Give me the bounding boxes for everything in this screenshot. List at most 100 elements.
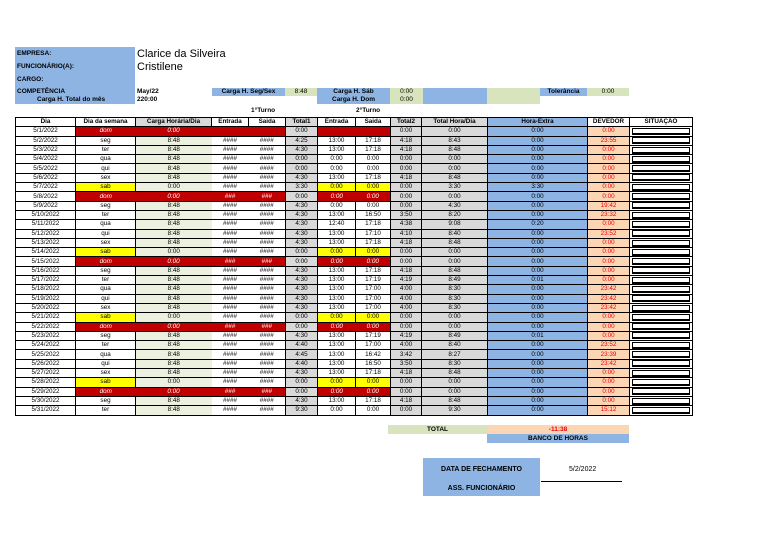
situacao-input[interactable] [632, 155, 690, 163]
situacao-input[interactable] [632, 304, 690, 312]
cell: 0:00 [487, 228, 588, 239]
cell: #### [248, 275, 286, 286]
cell: 4:18 [390, 367, 422, 379]
cell: 5/10/2022 [15, 209, 76, 221]
cell: #### [248, 302, 286, 314]
cell: 5/20/2022 [15, 302, 76, 314]
situacao-input[interactable] [632, 341, 690, 349]
cell: 5/14/2022 [15, 247, 76, 258]
situacao-input[interactable] [632, 248, 690, 256]
cell: 0:00 [487, 126, 588, 137]
situacao-input[interactable] [632, 258, 690, 266]
cell [211, 126, 249, 137]
cell: 8:20 [421, 209, 488, 221]
cell: 0:00 [487, 340, 588, 351]
table-row: 5/13/2022 sex 8:48 #### #### 4:30 13:00 17:18 4:… [15, 237, 693, 249]
cell: 0:00 [487, 293, 588, 304]
cell: #### [211, 209, 249, 221]
situacao-input[interactable] [632, 323, 690, 331]
situacao-cell [629, 284, 693, 295]
cell: 4:30 [285, 284, 318, 295]
cell: 5/23/2022 [15, 330, 76, 342]
situacao-input[interactable] [632, 295, 690, 303]
cell: 0:00 [317, 247, 356, 258]
situacao-input[interactable] [632, 267, 690, 275]
cell: 13:00 [317, 237, 356, 249]
cell: ### [248, 256, 286, 267]
cell: 5/11/2022 [15, 219, 76, 230]
situacao-input[interactable] [632, 220, 690, 228]
cell: 0:00 [355, 191, 391, 202]
cell: #### [211, 302, 249, 314]
situacao-input[interactable] [632, 388, 690, 396]
green-field [487, 88, 540, 104]
cell: 8:30 [421, 302, 488, 314]
cell: 8:48 [421, 237, 488, 249]
situacao-input[interactable] [632, 202, 690, 210]
table-row: 5/22/2022 dom 0:00 ### ### 0:00 0:00 0:00 0:00 0:… [15, 321, 693, 332]
cell: 0:00 [487, 302, 588, 314]
cell: #### [211, 265, 249, 277]
cell: #### [211, 312, 249, 323]
cell: 8:48 [135, 163, 212, 174]
cell: #### [211, 275, 249, 286]
table-row: 5/15/2022 dom 0:00 ### ### 0:00 0:00 0:00 0:00 0:… [15, 256, 693, 267]
cell: 0:00 [587, 126, 630, 137]
empresa-value: Clarice da Silveira [137, 48, 226, 60]
cell: 0:00 [587, 377, 630, 388]
situacao-input[interactable] [632, 146, 690, 154]
cell: 23:52 [587, 228, 630, 239]
situacao-input[interactable] [632, 193, 690, 201]
situacao-input[interactable] [632, 165, 690, 173]
cell: 0:00 [390, 377, 422, 388]
situacao-input[interactable] [632, 174, 690, 182]
situacao-input[interactable] [632, 211, 690, 219]
situacao-input[interactable] [632, 313, 690, 321]
situacao-cell [629, 293, 693, 304]
situacao-input[interactable] [632, 369, 690, 377]
cell: 17:18 [355, 144, 391, 156]
cell: 17:00 [355, 284, 391, 295]
situacao-input[interactable] [632, 285, 690, 293]
situacao-input[interactable] [632, 360, 690, 368]
situacao-input[interactable] [632, 351, 690, 359]
cell: 13:00 [317, 172, 356, 184]
situacao-input[interactable] [632, 230, 690, 238]
situacao-input[interactable] [632, 137, 690, 145]
cell: 0:00 [587, 275, 630, 286]
cell: 8:48 [135, 349, 212, 360]
cell: 5/25/2022 [15, 349, 76, 360]
situacao-input[interactable] [632, 276, 690, 284]
cell: 0:00 [390, 200, 422, 211]
situacao-input[interactable] [632, 127, 690, 135]
cell: 5/8/2022 [15, 191, 76, 202]
cell [355, 126, 391, 137]
cell: 8:40 [421, 228, 488, 239]
situacao-input[interactable] [632, 332, 690, 340]
cell: 0:00 [487, 172, 588, 184]
situacao-input[interactable] [632, 397, 690, 405]
cell: 8:48 [135, 405, 212, 416]
cell: 8:48 [135, 172, 212, 184]
situacao-cell [629, 405, 693, 416]
cell: #### [211, 395, 249, 407]
cell: #### [248, 312, 286, 323]
cell: 0:00 [421, 154, 488, 165]
data-fechamento-value: 5/2/2022 [569, 466, 597, 473]
cell: ### [211, 321, 249, 332]
cell: 8:48 [135, 209, 212, 221]
cell: 4:40 [285, 358, 318, 370]
situacao-input[interactable] [632, 239, 690, 247]
situacao-input[interactable] [632, 183, 690, 191]
table-row: 5/17/2022 ter 8:48 #### #### 4:30 13:00 17:19 4:… [15, 275, 693, 286]
cell: 4:30 [421, 200, 488, 211]
cell: 5/7/2022 [15, 182, 76, 193]
cell: seg [75, 200, 136, 211]
situacao-input[interactable] [632, 406, 690, 414]
situacao-input[interactable] [632, 378, 690, 386]
cargo-label: CARGO: [17, 76, 44, 83]
cell: 0:00 [587, 367, 630, 379]
column-header: Total Hora/Dia [421, 116, 488, 128]
cell: qua [75, 219, 136, 230]
column-header: Carga Horária/Dia [135, 116, 212, 128]
